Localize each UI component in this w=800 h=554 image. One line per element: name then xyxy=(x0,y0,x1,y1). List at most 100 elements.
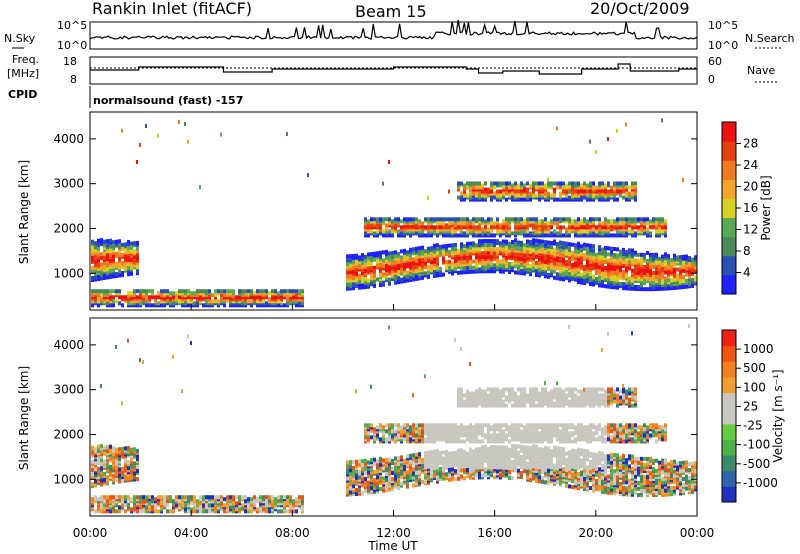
power-heatmap-cell xyxy=(523,249,526,254)
power-heatmap-cell xyxy=(430,233,433,238)
velocity-heatmap-cell xyxy=(493,465,496,470)
velocity-heatmap-cell xyxy=(391,458,394,463)
power-heatmap-cell xyxy=(538,251,541,256)
velocity-heatmap-cell xyxy=(463,454,466,459)
power-heatmap-cell xyxy=(667,280,670,285)
power-heatmap-cell xyxy=(577,280,580,285)
velocity-heatmap-cell xyxy=(112,452,115,457)
power-heatmap-cell xyxy=(529,191,532,196)
velocity-heatmap-cell xyxy=(415,482,418,487)
power-heatmap-cell xyxy=(514,246,517,251)
power-heatmap-cell xyxy=(580,183,583,188)
velocity-heatmap-cell xyxy=(274,503,277,508)
power-heatmap-cell xyxy=(466,193,469,198)
velocity-heatmap-cell xyxy=(400,439,403,444)
power-heatmap-cell xyxy=(661,223,664,228)
power-heatmap-cell xyxy=(613,265,616,270)
power-heatmap-cell xyxy=(217,291,220,296)
power-heatmap-cell xyxy=(379,227,382,232)
power-heatmap-cell xyxy=(601,259,604,264)
power-heatmap-cell xyxy=(634,195,637,200)
power-heatmap-cell xyxy=(121,295,124,300)
power-heatmap-cell xyxy=(556,225,559,230)
power-heatmap-cell xyxy=(400,279,403,284)
velocity-heatmap-cell xyxy=(463,452,466,457)
power-heatmap-cell xyxy=(679,279,682,284)
power-heatmap-cell xyxy=(214,291,217,296)
power-heatmap-cell xyxy=(133,295,136,300)
velocity-heatmap-cell xyxy=(478,471,481,476)
power-heatmap-cell xyxy=(502,251,505,256)
power-heatmap-cell xyxy=(640,231,643,236)
power-heatmap-cell xyxy=(550,267,553,272)
power-heatmap-cell xyxy=(550,241,553,246)
power-heatmap-cell xyxy=(97,297,100,302)
power-heatmap-cell xyxy=(457,256,460,261)
power-heatmap-cell xyxy=(559,231,562,236)
power-heatmap-cell xyxy=(112,254,115,259)
power-heatmap-cell xyxy=(493,221,496,226)
velocity-heatmap-cell xyxy=(106,463,109,468)
power-heatmap-cell xyxy=(652,264,655,269)
power-heatmap-cell xyxy=(607,189,610,194)
power-heatmap-cell xyxy=(496,195,499,200)
velocity-heatmap-cell xyxy=(220,501,223,506)
velocity-heatmap-cell xyxy=(385,488,388,493)
velocity-heatmap-cell xyxy=(490,387,493,392)
power-heatmap-cell xyxy=(130,299,133,304)
power-heatmap-cell xyxy=(469,183,472,188)
power-heatmap-cell xyxy=(376,229,379,234)
power-heatmap-cell xyxy=(103,241,106,246)
power-heatmap-cell xyxy=(562,233,565,238)
power-heatmap-cell xyxy=(586,273,589,278)
power-heatmap-cell xyxy=(487,227,490,232)
power-heatmap-cell xyxy=(298,293,301,298)
power-heatmap-cell xyxy=(370,266,373,271)
power-heatmap-cell xyxy=(535,193,538,198)
power-heatmap-cell xyxy=(652,287,655,292)
velocity-heatmap-cell xyxy=(115,465,118,470)
power-heatmap-cell xyxy=(565,245,568,250)
power-heatmap-cell xyxy=(646,262,649,267)
velocity-heatmap-cell xyxy=(112,470,115,475)
power-heatmap-cell xyxy=(685,284,688,289)
power-heatmap-cell xyxy=(652,252,655,257)
power-heatmap-cell xyxy=(535,244,538,249)
power-heatmap-cell xyxy=(577,217,580,222)
velocity-heatmap-cell xyxy=(478,457,481,462)
velocity-heatmap-cell xyxy=(448,433,451,438)
power-heatmap-cell xyxy=(391,225,394,230)
velocity-heatmap-cell xyxy=(493,429,496,434)
power-heatmap-cell xyxy=(538,223,541,228)
velocity-heatmap-cell xyxy=(436,423,439,428)
velocity-heatmap-cell xyxy=(235,507,238,512)
power-heatmap-cell xyxy=(646,275,649,280)
velocity-heatmap-cell xyxy=(370,474,373,479)
velocity-heatmap-cell xyxy=(199,497,202,502)
power-heatmap-cell xyxy=(109,244,112,249)
power-heatmap-cell xyxy=(544,270,547,275)
power-heatmap-cell xyxy=(502,239,505,244)
power-heatmap-cell xyxy=(589,249,592,254)
power-heatmap-cell xyxy=(586,223,589,228)
power-heatmap-cell xyxy=(115,243,118,248)
power-heatmap-cell xyxy=(481,253,484,258)
power-heatmap-cell xyxy=(583,191,586,196)
power-heatmap-cell xyxy=(301,303,304,308)
power-heatmap-cell xyxy=(565,197,568,202)
power-heatmap-cell xyxy=(412,271,415,276)
power-heatmap-cell xyxy=(631,274,634,279)
velocity-heatmap-cell xyxy=(475,429,478,434)
velocity-heatmap-cell xyxy=(211,505,214,510)
velocity-heatmap-cell xyxy=(379,425,382,430)
power-heatmap-cell xyxy=(277,297,280,302)
power-heatmap-cell xyxy=(367,262,370,267)
velocity-heatmap-cell xyxy=(490,473,493,478)
power-heatmap-cell xyxy=(292,297,295,302)
power-heatmap-cell xyxy=(604,249,607,254)
velocity-heatmap-cell xyxy=(127,466,130,471)
power-heatmap-cell xyxy=(490,219,493,224)
power-heatmap-cell xyxy=(694,255,697,260)
power-heatmap-cell xyxy=(541,271,544,276)
velocity-heatmap-cell xyxy=(133,475,136,480)
